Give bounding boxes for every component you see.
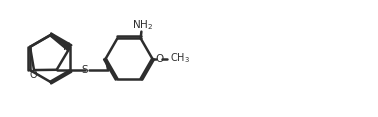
- Text: O: O: [29, 70, 37, 80]
- Text: CH$_3$: CH$_3$: [170, 52, 190, 65]
- Text: O: O: [155, 53, 163, 64]
- Text: N: N: [63, 42, 70, 52]
- Text: S: S: [82, 65, 88, 75]
- Text: NH$_2$: NH$_2$: [132, 18, 153, 32]
